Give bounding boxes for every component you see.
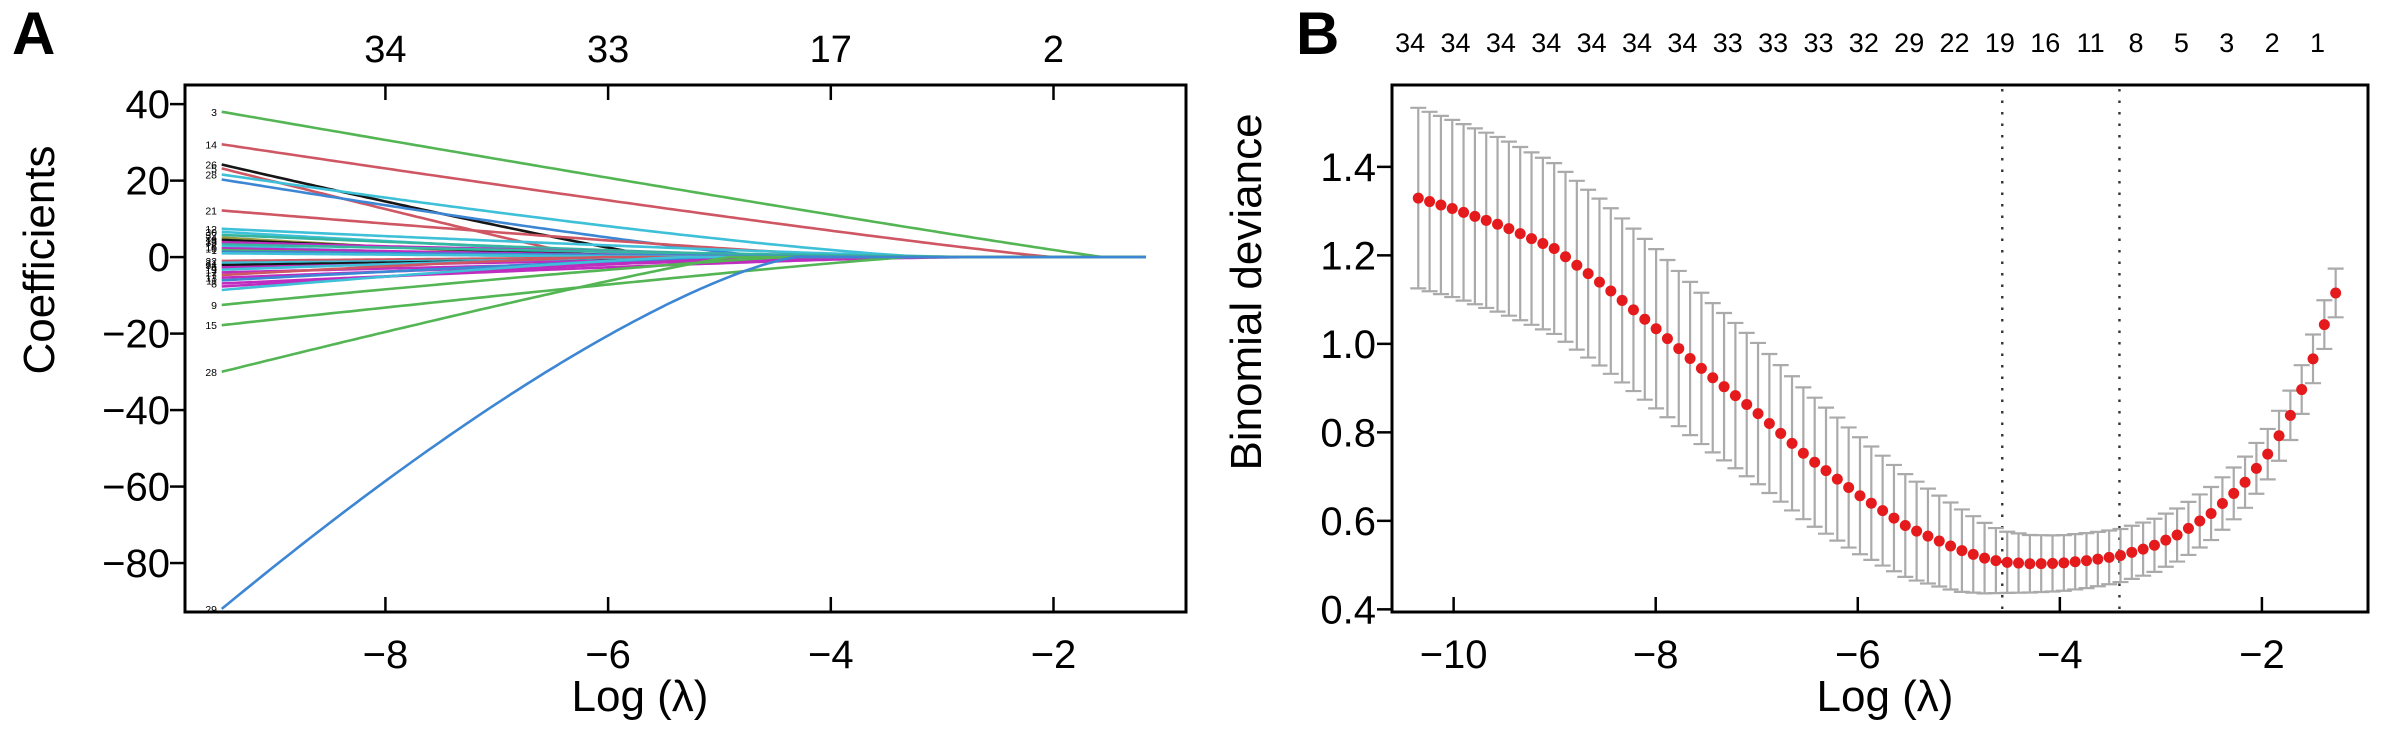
svg-text:1: 1 [211, 245, 217, 257]
panel-b-x-axis-title: Log (λ) [1816, 672, 1954, 721]
panel-a-y-axis-title: Coefficients [15, 145, 64, 375]
svg-text:11: 11 [2077, 28, 2105, 58]
svg-text:−6: −6 [1835, 633, 1881, 677]
svg-text:11: 11 [206, 275, 217, 287]
svg-text:−20: −20 [102, 313, 170, 357]
svg-text:0.4: 0.4 [1320, 588, 1376, 632]
svg-text:20: 20 [126, 160, 171, 204]
svg-text:31: 31 [205, 258, 217, 270]
panel-b-letter: B [1296, 0, 1340, 67]
svg-text:19: 19 [205, 265, 217, 277]
svg-text:5: 5 [2174, 28, 2189, 58]
svg-text:−10: −10 [1420, 633, 1488, 677]
svg-text:1.4: 1.4 [1320, 146, 1376, 190]
panel-a-x-axis-title: Log (λ) [571, 672, 709, 721]
svg-text:29: 29 [205, 604, 217, 616]
svg-text:16: 16 [205, 241, 217, 253]
svg-text:7: 7 [211, 270, 217, 282]
svg-text:34: 34 [1441, 28, 1471, 58]
panel-a-letter: A [12, 0, 56, 67]
svg-text:34: 34 [1577, 28, 1607, 58]
svg-text:2: 2 [2265, 28, 2280, 58]
svg-text:1.2: 1.2 [1320, 234, 1376, 278]
svg-text:−2: −2 [2239, 633, 2285, 677]
svg-text:−40: −40 [102, 389, 170, 433]
svg-text:15: 15 [205, 320, 217, 332]
svg-text:−80: −80 [102, 542, 170, 586]
svg-text:10: 10 [205, 243, 217, 255]
svg-text:1: 1 [2310, 28, 2325, 58]
svg-text:1.0: 1.0 [1320, 323, 1376, 367]
svg-text:−8: −8 [1633, 633, 1679, 677]
svg-text:3: 3 [211, 107, 217, 119]
svg-text:33: 33 [1713, 28, 1743, 58]
svg-text:19: 19 [1985, 28, 2015, 58]
svg-text:32: 32 [1849, 28, 1879, 58]
svg-text:13: 13 [205, 273, 217, 285]
svg-text:33: 33 [205, 237, 217, 249]
svg-text:34: 34 [1622, 28, 1652, 58]
svg-text:17: 17 [205, 267, 217, 279]
svg-text:0.8: 0.8 [1320, 411, 1376, 455]
svg-text:34: 34 [1486, 28, 1516, 58]
svg-text:33: 33 [1803, 28, 1833, 58]
svg-text:34: 34 [1531, 28, 1561, 58]
svg-text:24: 24 [205, 233, 217, 245]
svg-text:30: 30 [205, 227, 217, 239]
svg-text:17: 17 [810, 29, 852, 71]
svg-text:34: 34 [1667, 28, 1697, 58]
svg-text:32: 32 [205, 230, 217, 242]
svg-text:0.6: 0.6 [1320, 500, 1376, 544]
svg-text:29: 29 [1894, 28, 1924, 58]
svg-text:34: 34 [205, 260, 217, 272]
svg-text:26: 26 [205, 160, 217, 172]
svg-text:2: 2 [1043, 29, 1064, 71]
svg-text:−4: −4 [808, 633, 854, 677]
svg-text:5: 5 [211, 163, 217, 175]
svg-text:12: 12 [205, 224, 217, 236]
svg-text:0: 0 [148, 236, 170, 280]
svg-text:33: 33 [1758, 28, 1788, 58]
panel-b-cv-deviance-plot: −10 −8 −6 −4 −2 1.4 1.2 1.0 0.8 0.6 0.4 34 34 34 34 34 3… [1320, 28, 2370, 677]
svg-text:8: 8 [211, 278, 217, 290]
svg-text:18: 18 [205, 235, 217, 247]
svg-text:34: 34 [1395, 28, 1425, 58]
panel-b-y-axis-title: Binomial deviance [1222, 113, 1271, 471]
svg-text:28: 28 [205, 169, 217, 181]
svg-text:40: 40 [126, 83, 171, 127]
svg-text:22: 22 [1940, 28, 1970, 58]
svg-text:−8: −8 [363, 633, 409, 677]
svg-text:33: 33 [587, 29, 629, 71]
svg-text:28: 28 [205, 367, 217, 379]
svg-text:−60: −60 [102, 466, 170, 510]
svg-text:4: 4 [211, 262, 217, 274]
svg-text:21: 21 [205, 205, 217, 217]
svg-text:8: 8 [2129, 28, 2144, 58]
svg-text:9: 9 [211, 300, 217, 312]
svg-text:−2: −2 [1031, 633, 1077, 677]
svg-text:14: 14 [205, 139, 217, 151]
svg-text:22: 22 [205, 256, 217, 268]
svg-text:−4: −4 [2037, 633, 2083, 677]
svg-text:2: 2 [211, 239, 217, 251]
svg-text:34: 34 [364, 29, 406, 71]
svg-text:16: 16 [2030, 28, 2060, 58]
svg-text:3: 3 [2219, 28, 2234, 58]
svg-text:−6: −6 [585, 633, 631, 677]
